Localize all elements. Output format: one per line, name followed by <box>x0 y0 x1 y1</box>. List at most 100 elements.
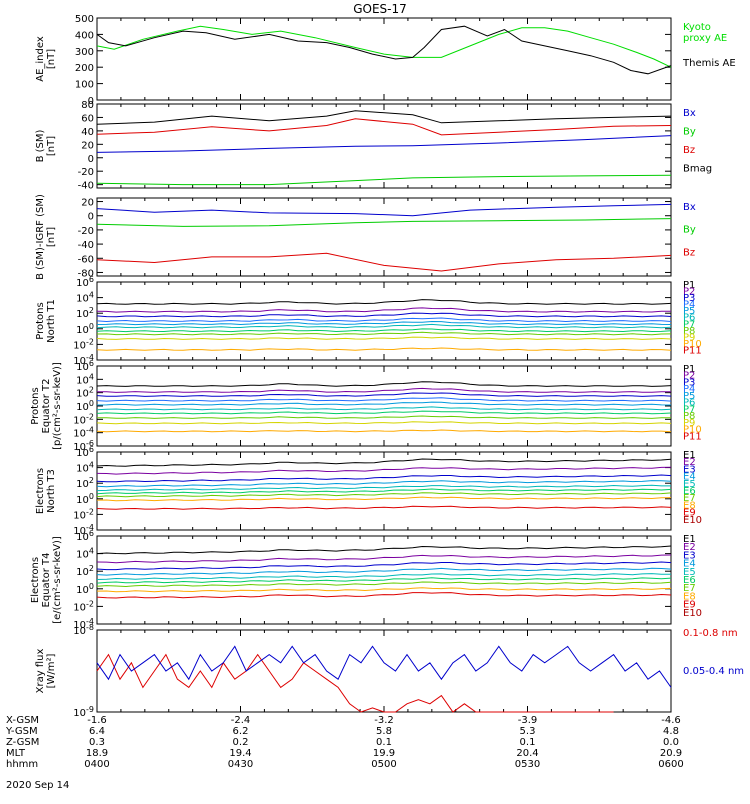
panel-bsm-igrf: -80 -60 -40 -20 0 20 B (SM)-IGRF (SM) [nT] Bx By B… <box>35 194 696 280</box>
series-line <box>96 554 672 564</box>
footer-value: 4.8 <box>663 726 679 737</box>
series-line <box>96 317 672 323</box>
footer-value: 0.1 <box>376 737 392 748</box>
y-tick-label: 20 <box>81 140 94 151</box>
series-line <box>96 592 672 599</box>
footer-value: -3.9 <box>518 715 538 726</box>
legend-entry: E10 <box>683 515 702 526</box>
legend-entry: Bx <box>683 202 696 213</box>
y-tick-label: 104 <box>76 547 94 561</box>
series-line <box>96 561 672 571</box>
legend-entry: E2 <box>683 457 696 468</box>
legend-entry: E4 <box>683 472 696 483</box>
y-tick-label: 10-4 <box>73 426 94 440</box>
y-axis-label: Electrons <box>35 468 46 514</box>
panel-frame <box>96 365 672 447</box>
legend-entry: P3 <box>683 377 695 388</box>
y-tick-label: 106 <box>76 529 94 543</box>
series-line <box>96 328 672 333</box>
legend-entry: E2 <box>683 542 696 553</box>
y-tick-label: 106 <box>76 445 94 459</box>
legend-entry: Bz <box>683 145 695 156</box>
footer-value: 0.3 <box>89 737 105 748</box>
series-line <box>96 466 672 475</box>
legend-entry: P6 <box>683 398 695 409</box>
legend-entry: P4 <box>683 384 695 395</box>
y-axis-label: [e/(cm²-s-sr-keV)] <box>52 536 63 624</box>
legend-entry: P10 <box>683 425 702 436</box>
legend-entry: P5 <box>683 306 695 317</box>
y-tick-label: 400 <box>75 30 94 41</box>
series-line <box>96 496 672 502</box>
series-line <box>96 397 672 402</box>
series-line <box>96 387 672 393</box>
footer-value: -4.6 <box>661 715 681 726</box>
y-tick-label: 300 <box>75 47 94 58</box>
y-axis-label: North T1 <box>46 299 57 343</box>
legend-entry: Bx <box>683 108 696 119</box>
legend-entry: E5 <box>683 479 696 490</box>
legend-entry: P7 <box>683 319 695 330</box>
series-line <box>96 492 672 498</box>
footer-row-label: X-GSM <box>6 715 39 726</box>
footer-value: 0.1 <box>520 737 536 748</box>
y-tick-label: 10-2 <box>73 507 94 521</box>
legend-entry: Bmag <box>683 164 712 175</box>
legend-entry: P9 <box>683 418 695 429</box>
legend-entry: P2 <box>683 287 695 298</box>
y-tick-label: 200 <box>75 63 94 74</box>
legend-entry: P1 <box>683 280 695 291</box>
series-line <box>97 415 672 419</box>
legend-entry: Bz <box>683 247 695 258</box>
legend-entry: P9 <box>683 332 695 343</box>
y-axis-label: North T3 <box>46 469 57 513</box>
y-tick-label: 10-4 <box>73 617 94 631</box>
y-tick-label: -40 <box>78 181 94 192</box>
y-tick-label: 10-8 <box>73 623 94 637</box>
series-line <box>96 312 672 318</box>
series-line <box>96 545 672 555</box>
series-line <box>96 401 672 406</box>
legend-entry: E6 <box>683 486 696 497</box>
panel-xray: 10-9 10-8 Xray flux [W/m²] 0.1-0.8 nm 0.05-0.… <box>35 623 744 719</box>
series-line <box>96 567 672 576</box>
y-axis-label: Equator T2 <box>41 379 52 434</box>
y-tick-label: -20 <box>78 226 94 237</box>
legend-entry: E3 <box>683 464 696 475</box>
legend-entry: P2 <box>683 371 695 382</box>
footer-value: 6.2 <box>233 726 249 737</box>
panel-bsm: -40 -20 0 20 40 60 80 B (SM) [nT] Bx By Bz Bmag <box>35 100 712 192</box>
series-line <box>96 336 672 340</box>
footer-value: 20.4 <box>516 748 538 759</box>
legend-entry: P6 <box>683 313 695 324</box>
footer-value: 0.2 <box>233 737 249 748</box>
y-axis-label: Electrons <box>30 557 41 603</box>
legend-entry: E9 <box>683 600 696 611</box>
y-tick-label: 102 <box>76 386 94 400</box>
legend-entry: E8 <box>683 591 696 602</box>
y-axis-label: Protons <box>35 302 46 339</box>
legend-entry: E4 <box>683 559 696 570</box>
legend-entry: E9 <box>683 508 696 519</box>
footer-value: -3.2 <box>374 715 394 726</box>
series-line <box>96 484 671 492</box>
series-line <box>96 381 672 387</box>
series-line <box>96 218 672 227</box>
y-tick-label: 106 <box>76 275 94 289</box>
series-line <box>96 581 672 588</box>
footer-value: 0.0 <box>663 737 679 748</box>
footer-value: 0530 <box>515 759 540 770</box>
series-line <box>96 203 672 217</box>
y-tick-label: 100 <box>76 582 94 596</box>
y-tick-label: 104 <box>76 291 94 305</box>
orbit-footer: X-GSM -1.6 -2.4 -3.2 -3.9 -4.6 Y-GSM 6.4 6.2 5.8 5… <box>5 715 684 770</box>
legend-entry: E5 <box>683 567 696 578</box>
footer-value: 19.9 <box>373 748 395 759</box>
legend-entry: E8 <box>683 500 696 511</box>
footer-value: -1.6 <box>87 715 107 726</box>
legend-entry: P3 <box>683 293 695 304</box>
